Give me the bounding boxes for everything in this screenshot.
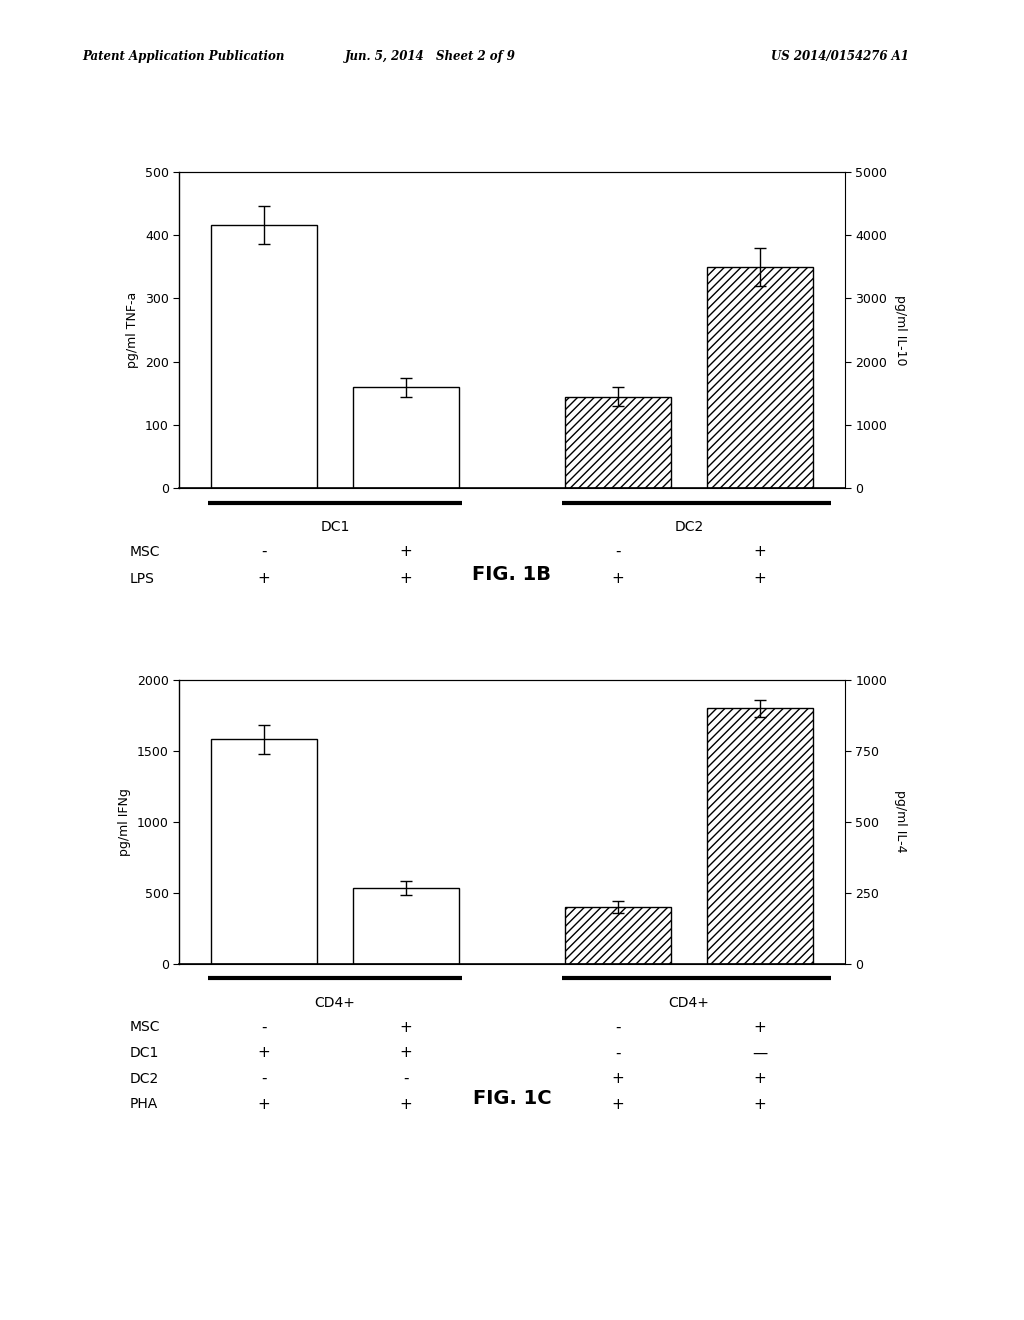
Text: -: -	[261, 1071, 267, 1086]
Text: DC1: DC1	[321, 520, 349, 535]
Y-axis label: pg/ml IFNg: pg/ml IFNg	[119, 788, 131, 855]
Text: MSC: MSC	[130, 545, 160, 558]
Text: -: -	[261, 544, 267, 560]
Text: +: +	[399, 1020, 413, 1035]
Text: +: +	[258, 572, 270, 586]
Text: MSC: MSC	[130, 1020, 160, 1035]
Bar	[211, 739, 317, 964]
Text: -: -	[261, 1020, 267, 1035]
Text: PHA: PHA	[130, 1097, 158, 1111]
Bar	[565, 907, 672, 964]
Bar	[211, 226, 317, 488]
Text: FIG. 1C: FIG. 1C	[473, 1089, 551, 1107]
Bar	[352, 387, 459, 488]
Y-axis label: pg/ml IL-4: pg/ml IL-4	[894, 791, 906, 853]
Text: +: +	[754, 1097, 766, 1111]
Text: FIG. 1B: FIG. 1B	[472, 565, 552, 583]
Text: US 2014/0154276 A1: US 2014/0154276 A1	[771, 50, 908, 63]
Text: Patent Application Publication: Patent Application Publication	[82, 50, 285, 63]
Y-axis label: pg/ml IL-10: pg/ml IL-10	[894, 294, 906, 366]
Text: +: +	[611, 572, 625, 586]
Bar	[707, 708, 813, 964]
Text: CD4+: CD4+	[669, 997, 710, 1010]
Text: +: +	[399, 1045, 413, 1060]
Text: DC2: DC2	[130, 1072, 159, 1085]
Text: LPS: LPS	[130, 572, 155, 586]
Bar	[352, 888, 459, 964]
Text: —: —	[753, 1045, 767, 1060]
Text: +: +	[258, 1097, 270, 1111]
Text: +: +	[258, 1045, 270, 1060]
Text: -: -	[615, 544, 621, 560]
Text: +: +	[399, 1097, 413, 1111]
Text: +: +	[754, 1020, 766, 1035]
Bar	[707, 267, 813, 488]
Bar	[565, 396, 672, 488]
Text: -: -	[615, 1020, 621, 1035]
Text: -: -	[615, 1045, 621, 1060]
Text: CD4+: CD4+	[314, 997, 355, 1010]
Text: +: +	[611, 1071, 625, 1086]
Text: +: +	[754, 544, 766, 560]
Text: +: +	[754, 572, 766, 586]
Text: +: +	[611, 1097, 625, 1111]
Text: +: +	[754, 1071, 766, 1086]
Text: DC2: DC2	[675, 520, 703, 535]
Text: +: +	[399, 572, 413, 586]
Text: +: +	[399, 544, 413, 560]
Y-axis label: pg/ml TNF-a: pg/ml TNF-a	[126, 292, 139, 368]
Text: -: -	[403, 1071, 409, 1086]
Text: DC1: DC1	[130, 1045, 159, 1060]
Text: Jun. 5, 2014   Sheet 2 of 9: Jun. 5, 2014 Sheet 2 of 9	[345, 50, 515, 63]
